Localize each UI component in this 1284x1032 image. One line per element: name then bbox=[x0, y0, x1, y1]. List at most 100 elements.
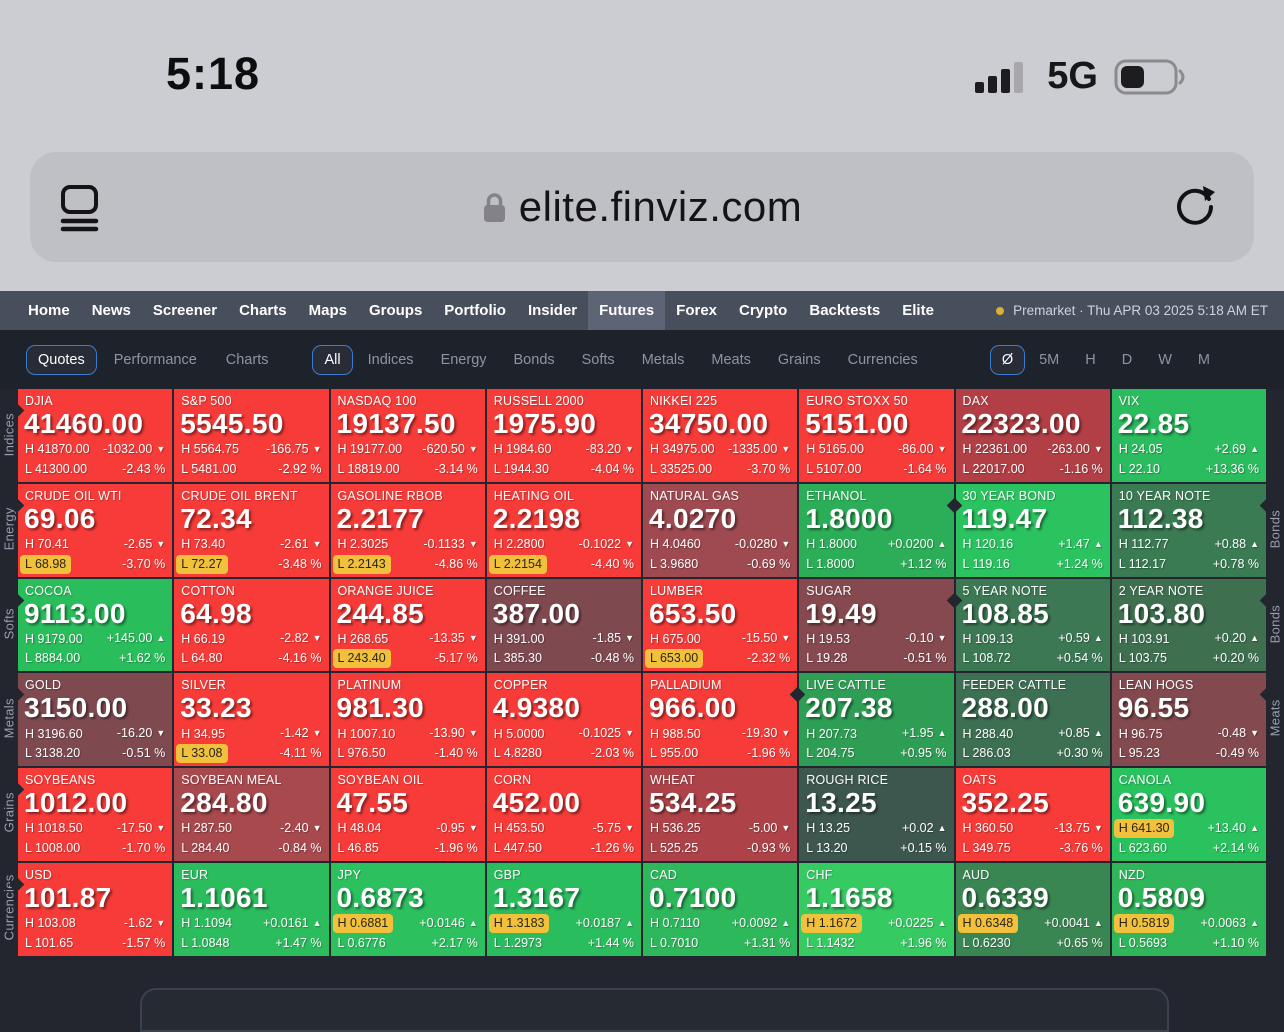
timeframe-[interactable]: Ø bbox=[989, 344, 1026, 375]
filter-metals[interactable]: Metals bbox=[641, 351, 685, 368]
tile-soybeans[interactable]: SOYBEANS 1012.00 H 1018.50 -17.50 ▼ L 1008.00… bbox=[8, 768, 173, 861]
tile-natural-gas[interactable]: NATURAL GAS 4.0270 H 4.0460 -0.0280 ▼ L 3.968… bbox=[643, 483, 798, 577]
tile-crude-oil-brent[interactable]: CRUDE OIL BRENT 72.34 H 73.40 -2.61 ▼ L 72.27… bbox=[174, 483, 329, 577]
tile-soybean-meal[interactable]: SOYBEAN MEAL 284.80 H 287.50 -2.40 ▼ L 284.40… bbox=[174, 768, 329, 861]
tile-2-year-note[interactable]: 2 YEAR NOTE 103.80 H 103.91 +0.20 ▲ L 103.75 +… bbox=[1111, 578, 1276, 672]
group-label-grains: Grains bbox=[1, 792, 17, 833]
tile-symbol: FEEDER CATTLE bbox=[962, 678, 1067, 693]
tile-nzd[interactable]: NZD 0.5809 H 0.5819 +0.0063 ▲ L 0.5693 +1.10 % bbox=[1111, 862, 1266, 956]
tile-high-change: +0.59 ▲ bbox=[1058, 631, 1103, 646]
nav-item-futures[interactable]: Futures bbox=[588, 291, 666, 330]
tile-vix[interactable]: VIX 22.85 H 24.05 +2.69 ▲ L 22.10 +13.36 % bbox=[1111, 389, 1266, 482]
filter-softs[interactable]: Softs bbox=[581, 351, 615, 368]
tile-cad[interactable]: CAD 0.7100 H 0.7110 +0.0092 ▲ L 0.7010 +1.31 % bbox=[643, 862, 798, 956]
tile-russell-2000[interactable]: RUSSELL 2000 1975.90 H 1984.60 -83.20 ▼ L 194… bbox=[486, 389, 641, 482]
tile-chf[interactable]: CHF 1.1658 H 1.1672 +0.0225 ▲ L 1.1432 +1.96 % bbox=[799, 862, 954, 956]
view-performance[interactable]: Performance bbox=[113, 351, 197, 368]
tile-heating-oil[interactable]: HEATING OIL 2.2198 H 2.2800 -0.1022 ▼ L 2.215… bbox=[486, 483, 641, 577]
nav-item-portfolio[interactable]: Portfolio bbox=[444, 302, 506, 319]
tile-lean-hogs[interactable]: LEAN HOGS 96.55 H 96.75 -0.48 ▼ L 95.23 -0.49 … bbox=[1111, 673, 1276, 767]
tile-gbp[interactable]: GBP 1.3167 H 1.3183 +0.0187 ▲ L 1.2973 +1.44 % bbox=[486, 862, 641, 956]
tile-wheat[interactable]: WHEAT 534.25 H 536.25 -5.00 ▼ L 525.25 -0.93 % bbox=[643, 768, 798, 861]
tile-change-percent: +0.20 % bbox=[1212, 651, 1259, 666]
nav-item-crypto[interactable]: Crypto bbox=[739, 302, 788, 319]
tile-symbol: GASOLINE RBOB bbox=[337, 488, 443, 503]
tile-10-year-note[interactable]: 10 YEAR NOTE 112.38 H 112.77 +0.88 ▲ L 112.17… bbox=[1111, 483, 1276, 577]
url-field[interactable]: elite.finviz.com bbox=[30, 152, 1254, 262]
nav-item-charts[interactable]: Charts bbox=[239, 302, 287, 319]
tile-low-value: L 1944.30 bbox=[493, 461, 549, 476]
tile-usd[interactable]: USD 101.87 H 103.08 -1.62 ▼ L 101.65 -1.57 % bbox=[8, 862, 173, 956]
timeframe-m[interactable]: M bbox=[1197, 351, 1210, 368]
tile-price: 0.6873 bbox=[336, 881, 424, 913]
nav-item-maps[interactable]: Maps bbox=[308, 302, 347, 319]
tile-30-year-bond[interactable]: 30 YEAR BOND 119.47 H 120.16 +1.47 ▲ L 119.16… bbox=[946, 483, 1110, 577]
tile-palladium[interactable]: PALLADIUM 966.00 H 988.50 -19.30 ▼ L 955.00 -1… bbox=[643, 673, 798, 767]
tile-cotton[interactable]: COTTON 64.98 H 66.19 -2.82 ▼ L 64.80 -4.16 % bbox=[174, 578, 329, 672]
tile-sugar[interactable]: SUGAR 19.49 H 19.53 -0.10 ▼ L 19.28 -0.51 % bbox=[799, 578, 954, 672]
tile-high-row: H 268.65 -13.35 ▼ bbox=[331, 629, 485, 649]
tile-platinum[interactable]: PLATINUM 981.30 H 1007.10 -13.90 ▼ L 976.50 -1… bbox=[330, 673, 485, 767]
tile-canola[interactable]: CANOLA 639.90 H 641.30 +13.40 ▲ L 623.60 +2.14… bbox=[1111, 768, 1266, 861]
tile-high-change: -13.90 ▼ bbox=[429, 726, 478, 741]
tile-lumber[interactable]: LUMBER 653.50 H 675.00 -15.50 ▼ L 653.00 -2.32… bbox=[643, 578, 798, 672]
nav-item-groups[interactable]: Groups bbox=[368, 302, 423, 319]
view-quotes[interactable]: Quotes bbox=[26, 344, 97, 375]
filter-bonds[interactable]: Bonds bbox=[513, 351, 555, 368]
tile-5-year-note[interactable]: 5 YEAR NOTE 108.85 H 109.13 +0.59 ▲ L 108.72 +… bbox=[946, 578, 1110, 672]
filter-meats[interactable]: Meats bbox=[711, 351, 751, 368]
nav-item-insider[interactable]: Insider bbox=[527, 302, 578, 319]
view-charts[interactable]: Charts bbox=[225, 351, 269, 368]
tile-silver[interactable]: SILVER 33.23 H 34.95 -1.42 ▼ L 33.08 -4.11 % bbox=[174, 673, 329, 767]
timeframe-d[interactable]: D bbox=[1121, 351, 1133, 368]
filter-grains[interactable]: Grains bbox=[777, 351, 821, 368]
tile-coffee[interactable]: COFFEE 387.00 H 391.00 -1.85 ▼ L 385.30 -0.48 … bbox=[486, 578, 641, 672]
tile-gasoline-rbob[interactable]: GASOLINE RBOB 2.2177 H 2.3025 -0.1133 ▼ L 2.2… bbox=[330, 483, 485, 577]
tile-orange-juice[interactable]: ORANGE JUICE 244.85 H 268.65 -13.35 ▼ L 243.4… bbox=[330, 578, 485, 672]
nav-item-news[interactable]: News bbox=[91, 302, 131, 319]
nav-item-home[interactable]: Home bbox=[28, 302, 70, 319]
reload-icon[interactable] bbox=[1170, 182, 1218, 230]
tile-jpy[interactable]: JPY 0.6873 H 0.6881 +0.0146 ▲ L 0.6776 +2.17 % bbox=[330, 862, 485, 956]
tile-crude-oil-wti[interactable]: CRUDE OIL WTI 69.06 H 70.41 -2.65 ▼ L 68.98 -3… bbox=[8, 483, 173, 577]
nav-item-screener[interactable]: Screener bbox=[152, 302, 218, 319]
tile-high-value: H 109.13 bbox=[962, 631, 1014, 646]
tile-change-percent: -0.51 % bbox=[903, 651, 947, 666]
tile-price: 1.8000 bbox=[805, 502, 893, 534]
filter-currencies[interactable]: Currencies bbox=[847, 351, 918, 368]
tabs-icon[interactable] bbox=[60, 184, 100, 232]
tile-oats[interactable]: OATS 352.25 H 360.50 -13.75 ▼ L 349.75 -3.76 % bbox=[955, 768, 1110, 861]
tile-nasdaq-100[interactable]: NASDAQ 100 19137.50 H 19177.00 -620.50 ▼ L 18… bbox=[330, 389, 485, 482]
tile-rough-rice[interactable]: ROUGH RICE 13.25 H 13.25 +0.02 ▲ L 13.20 +0.15… bbox=[799, 768, 954, 861]
tile-symbol: SILVER bbox=[181, 678, 226, 693]
tile-aud[interactable]: AUD 0.6339 H 0.6348 +0.0041 ▲ L 0.6230 +0.65 % bbox=[955, 862, 1110, 956]
nav-item-backtests[interactable]: Backtests bbox=[809, 302, 881, 319]
filter-all[interactable]: All bbox=[312, 344, 353, 375]
tile-soybean-oil[interactable]: SOYBEAN OIL 47.55 H 48.04 -0.95 ▼ L 46.85 -1.9… bbox=[330, 768, 485, 861]
filter-indices[interactable]: Indices bbox=[367, 351, 414, 368]
timeframe-w[interactable]: W bbox=[1158, 351, 1172, 368]
tile-symbol: EUR bbox=[181, 867, 209, 882]
tile-dax[interactable]: DAX 22323.00 H 22361.00 -263.00 ▼ L 22017.00 -… bbox=[955, 389, 1110, 482]
tile-low-value: L 33525.00 bbox=[650, 461, 713, 476]
nav-item-elite[interactable]: Elite bbox=[902, 302, 934, 319]
timeframe-5m[interactable]: 5M bbox=[1039, 351, 1060, 368]
tile-ethanol[interactable]: ETHANOL 1.8000 H 1.8000 +0.0200 ▲ L 1.8000 +1.… bbox=[799, 483, 954, 577]
tile-eur[interactable]: EUR 1.1061 H 1.1094 +0.0161 ▲ L 1.0848 +1.47 % bbox=[174, 862, 329, 956]
tile-euro-stoxx-50[interactable]: EURO STOXX 50 5151.00 H 5165.00 -86.00 ▼ L 51… bbox=[799, 389, 954, 482]
tile-live-cattle[interactable]: LIVE CATTLE 207.38 H 207.73 +1.95 ▲ L 204.75 +… bbox=[789, 673, 954, 767]
tile-cocoa[interactable]: COCOA 9113.00 H 9179.00 +145.00 ▲ L 8884.00 +1… bbox=[8, 578, 173, 672]
tile-copper[interactable]: COPPER 4.9380 H 5.0000 -0.1025 ▼ L 4.8280 -2.0… bbox=[486, 673, 641, 767]
tile-low-row: L 525.25 -0.93 % bbox=[643, 839, 797, 861]
tile-nikkei-225[interactable]: NIKKEI 225 34750.00 H 34975.00 -1335.00 ▼ L 3… bbox=[643, 389, 798, 482]
tile-djia[interactable]: DJIA 41460.00 H 41870.00 -1032.00 ▼ L 41300.0… bbox=[8, 389, 173, 482]
tile-feeder-cattle[interactable]: FEEDER CATTLE 288.00 H 288.40 +0.85 ▲ L 286.0… bbox=[955, 673, 1110, 767]
tile-corn[interactable]: CORN 452.00 H 453.50 -5.75 ▼ L 447.50 -1.26 % bbox=[486, 768, 641, 861]
tile-gold[interactable]: GOLD 3150.00 H 3196.60 -16.20 ▼ L 3138.20 -0.5… bbox=[8, 673, 173, 767]
timeframe-h[interactable]: H bbox=[1085, 351, 1096, 368]
filter-energy[interactable]: Energy bbox=[440, 351, 487, 368]
tile-s-p-500[interactable]: S&P 500 5545.50 H 5564.75 -166.75 ▼ L 5481.00… bbox=[174, 389, 329, 482]
tile-high-change: -13.35 ▼ bbox=[429, 631, 478, 646]
address-bar[interactable]: elite.finviz.com bbox=[30, 152, 1254, 262]
nav-item-forex[interactable]: Forex bbox=[676, 302, 718, 319]
